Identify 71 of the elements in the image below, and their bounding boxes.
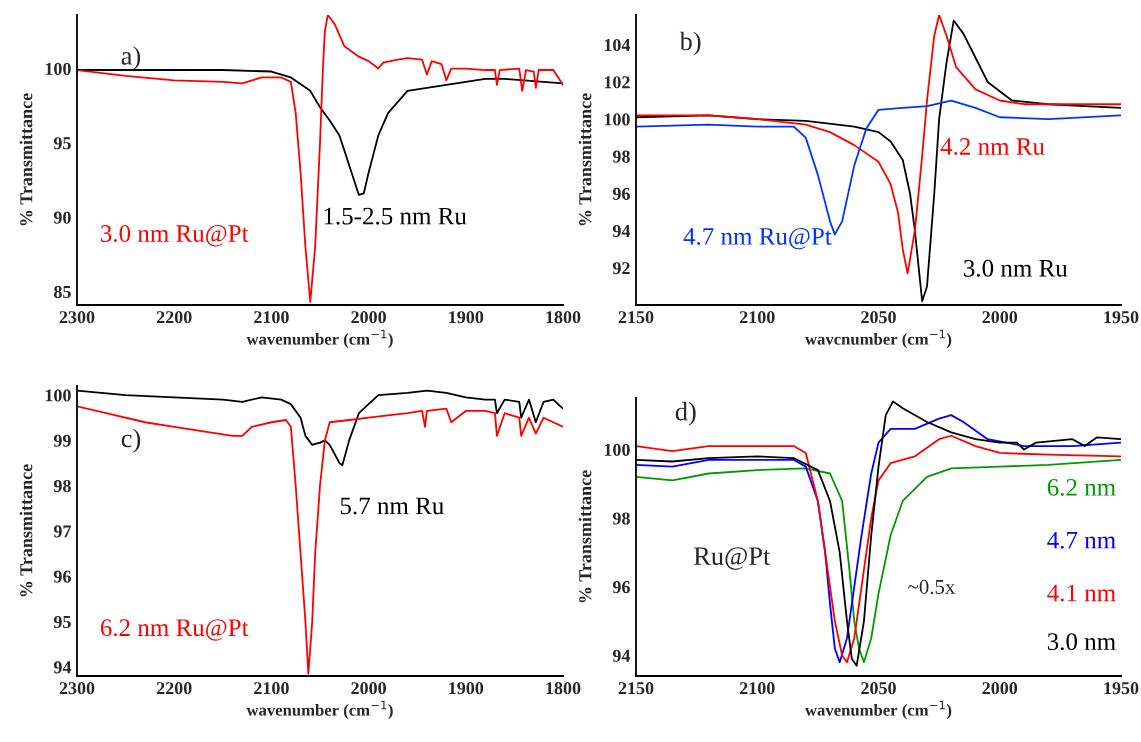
series-label: 4.2 nm Ru (940, 138, 1045, 156)
x-tick-label: 2000 (351, 311, 386, 324)
series-label: 6.2 nm (1047, 478, 1116, 496)
x-tick-label: 2000 (982, 311, 1018, 324)
y-tick-label: 104 (604, 39, 631, 52)
y-tick-label: 96 (612, 187, 630, 200)
series-label: 3.0 nm Ru (964, 259, 1068, 277)
x-tick-label: 2000 (351, 682, 386, 695)
line-series (77, 15, 563, 303)
y-axis-title: % Transmittance (19, 93, 33, 226)
series-label: 4.7 nm Ru@Pt (683, 227, 832, 250)
series-label: 5.7 nm Ru (340, 497, 444, 515)
series-label: 1.5-2.5 nm Ru (324, 207, 467, 225)
text: a) (121, 46, 141, 71)
y-tick-label: 95 (53, 137, 71, 150)
y-tick-label: 98 (53, 479, 71, 493)
x-tick-label: 2050 (861, 682, 896, 695)
x-tick-label: 1950 (1104, 311, 1139, 324)
y-tick-label: 94 (612, 649, 631, 662)
text: 4.7 nm (1047, 531, 1116, 549)
x-tick-label: 2300 (59, 682, 95, 695)
y-tick-label: 100 (45, 62, 71, 75)
x-axis-title: wavenumber (cm$^{−1}$) (805, 700, 952, 720)
y-tick-label: 94 (612, 224, 631, 238)
x-axis-title: wavcnumber (cm$^{−1}$) (805, 329, 952, 349)
x-tick-label: 2000 (982, 682, 1018, 695)
x-tick-label: 2100 (254, 682, 289, 695)
annotation: ~0.5x (908, 579, 956, 595)
y-tick-label: 96 (612, 581, 630, 594)
annotation: Ru@Pt (693, 547, 771, 570)
x-tick-label: 2200 (156, 682, 192, 695)
y-tick-label: 98 (612, 150, 630, 163)
y-tick-label: 85 (53, 285, 71, 299)
x-tick-label: 1950 (1104, 682, 1139, 695)
chart-title: d) (675, 401, 696, 426)
text: 4.1 nm (1047, 584, 1116, 602)
x-tick-label: 1900 (449, 682, 484, 695)
y-tick-label: 94 (53, 661, 72, 674)
x-tick-label: 2050 (861, 311, 896, 324)
y-tick-label: 98 (612, 512, 630, 525)
x-tick-label: 1800 (546, 311, 581, 324)
x-tick-label: 2200 (156, 311, 192, 324)
y-axis-title: % Transmittance (578, 93, 592, 226)
y-tick-label: 100 (604, 113, 630, 126)
x-axis-title: wavenumber (cm$^{−1}$) (246, 700, 393, 720)
y-tick-label: 102 (604, 76, 630, 89)
y-tick-label: 95 (53, 615, 71, 629)
line-series (77, 69, 563, 196)
x-tick-label: 2150 (618, 311, 654, 324)
y-axis-title: % Transmittance (19, 464, 33, 597)
x-tick-label: 2100 (739, 311, 775, 324)
y-tick-label: 96 (53, 570, 71, 583)
y-tick-label: 100 (45, 389, 71, 402)
y-tick-label: 97 (53, 525, 71, 538)
y-axis-title: % Transmittance (578, 470, 592, 603)
x-tick-label: 2100 (254, 311, 289, 324)
x-tick-label: 2100 (739, 682, 775, 695)
text: 3.0 nm Ru@Pt (101, 225, 249, 247)
text: 6.2 nm Ru@Pt (100, 619, 249, 641)
text: 3.0 nm (1047, 633, 1116, 651)
x-tick-label: 2150 (618, 682, 654, 695)
x-tick-label: 2300 (59, 311, 95, 324)
text: b) (679, 31, 701, 56)
text: c) (121, 428, 141, 453)
x-tick-label: 1900 (449, 311, 484, 324)
y-tick-label: 99 (53, 434, 71, 447)
x-axis-title: wavenumber (cm$^{−1}$) (246, 329, 393, 349)
y-tick-label: 92 (612, 262, 630, 275)
y-tick-label: 90 (53, 211, 71, 224)
x-tick-label: 1800 (546, 682, 581, 695)
y-tick-label: 100 (604, 443, 630, 456)
